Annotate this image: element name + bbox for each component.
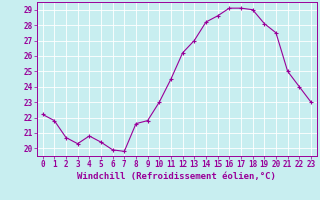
X-axis label: Windchill (Refroidissement éolien,°C): Windchill (Refroidissement éolien,°C) [77,172,276,181]
